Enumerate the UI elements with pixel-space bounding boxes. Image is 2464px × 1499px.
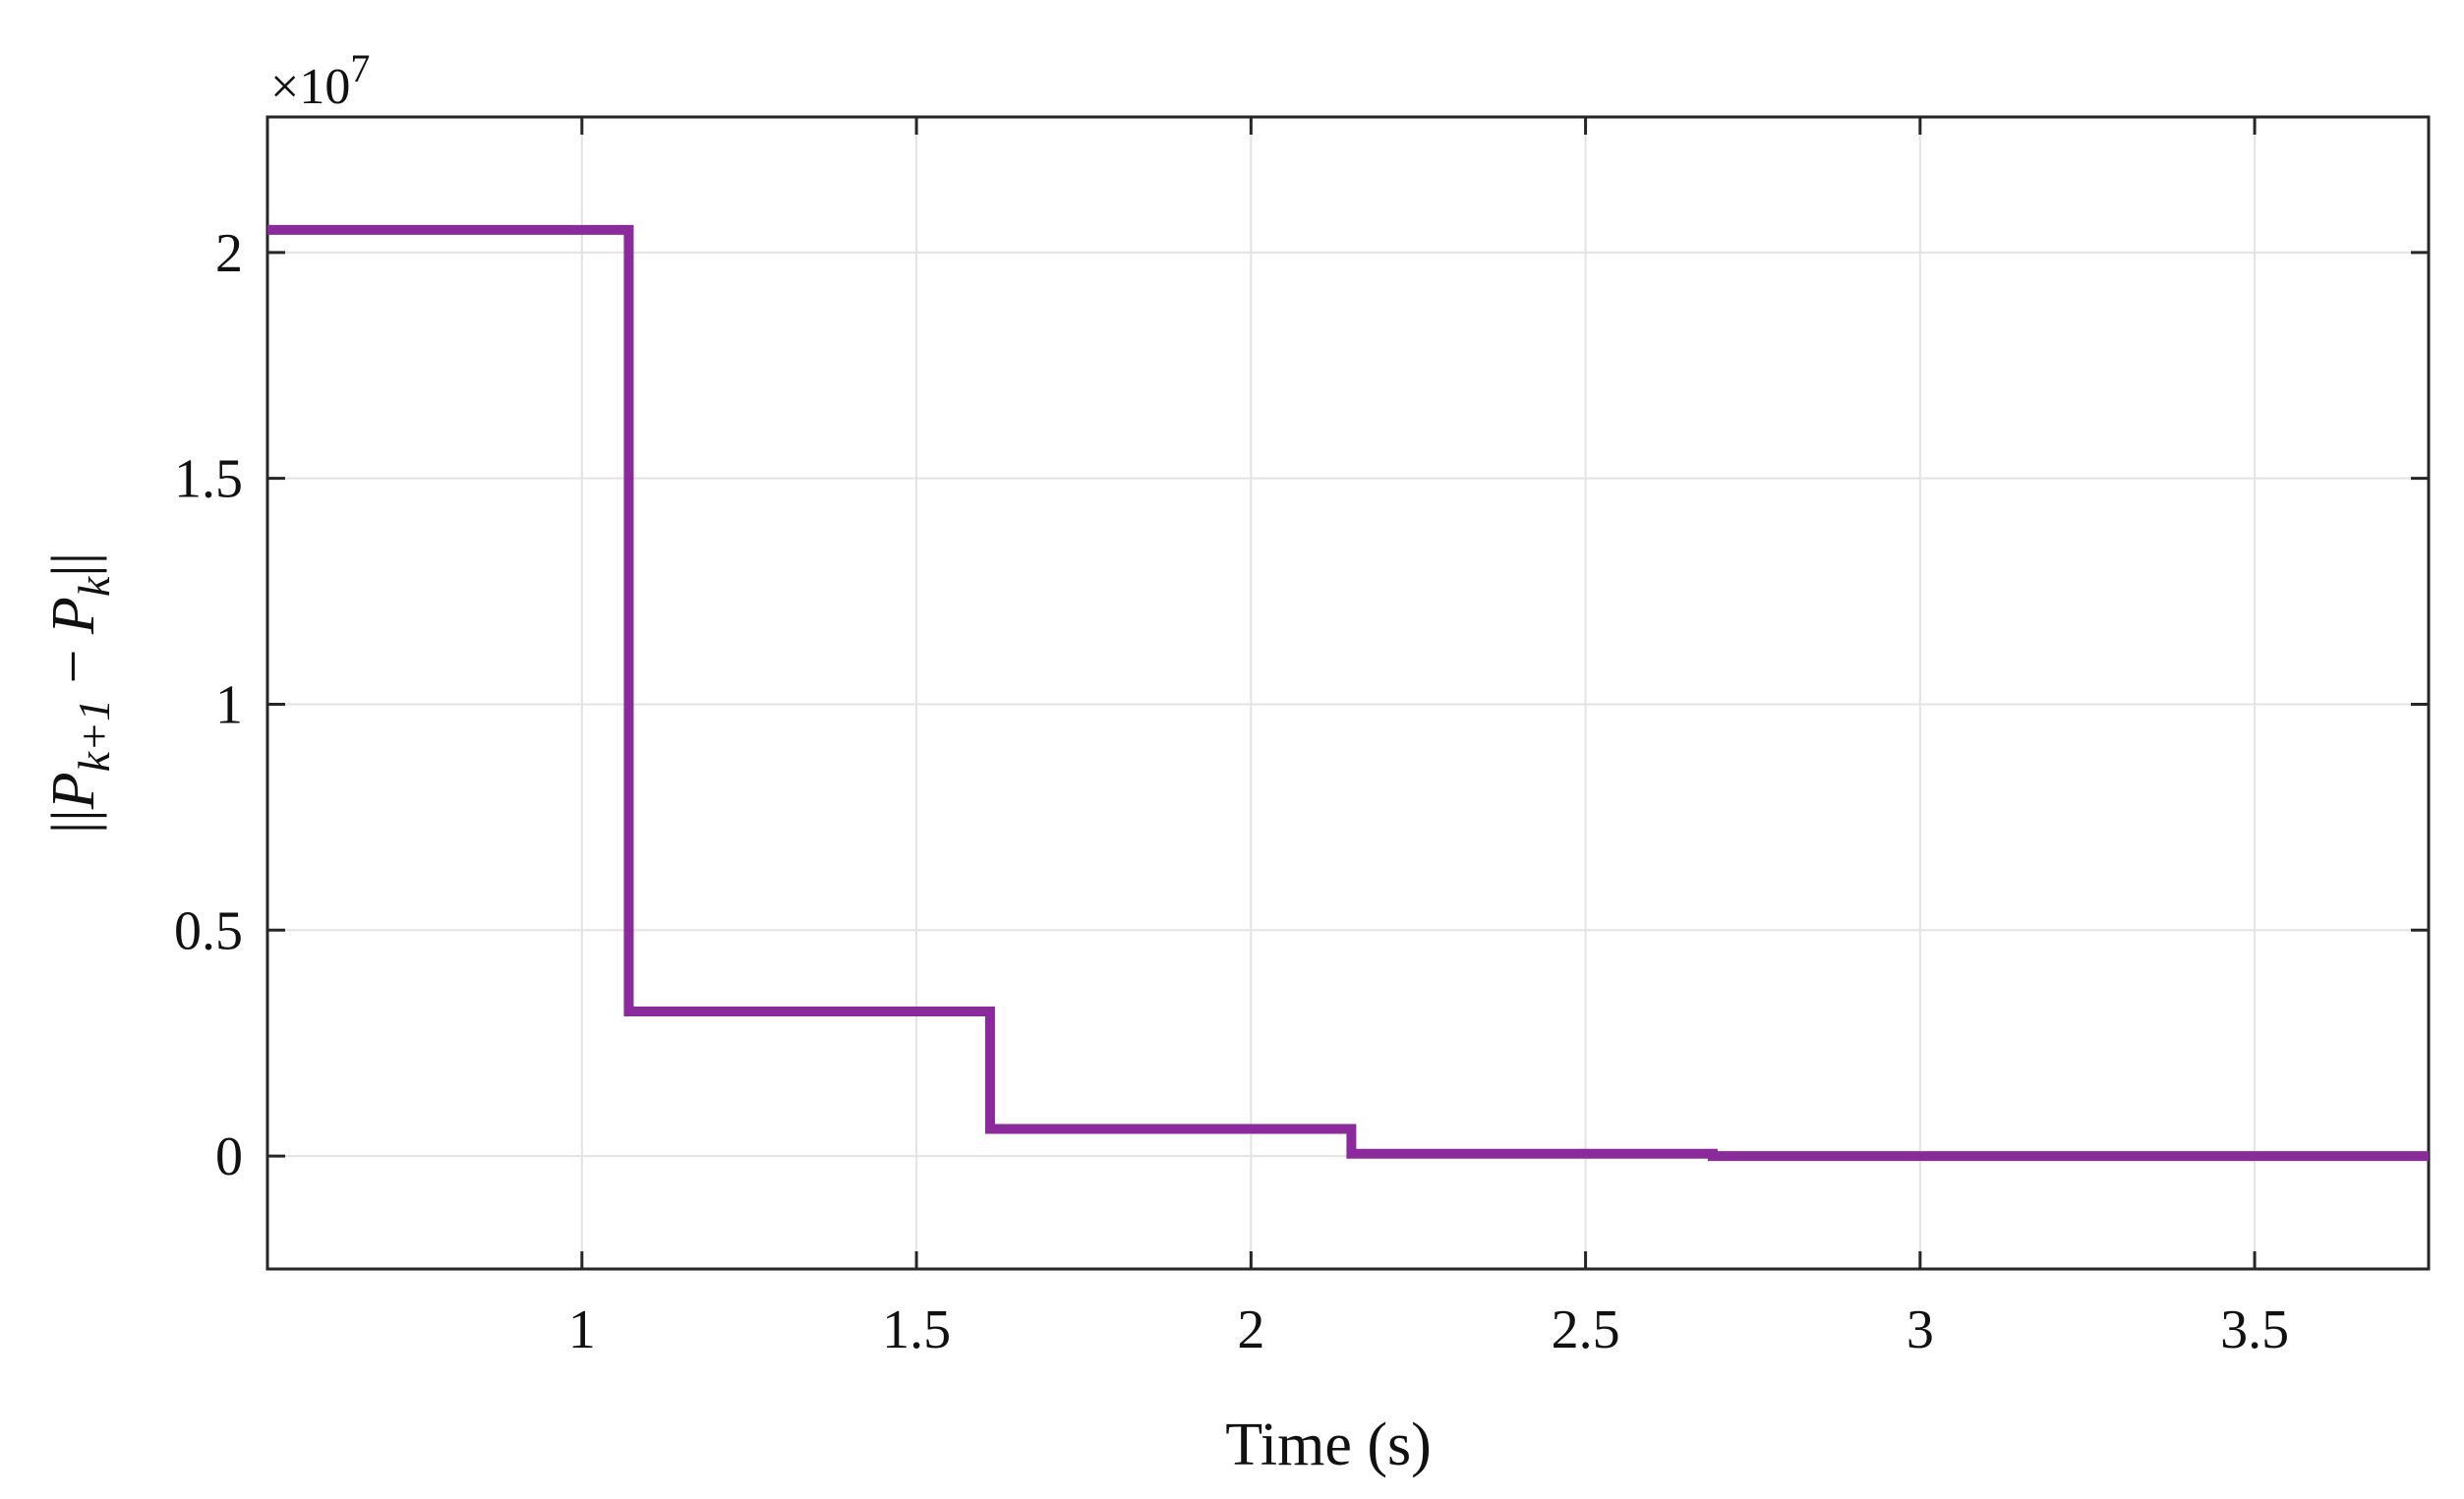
y-tick-label: 0 (215, 1126, 243, 1187)
y-exponent-label: ×107 (270, 46, 370, 115)
x-tick-label: 2 (1237, 1299, 1264, 1360)
y-label-sym2: P (40, 597, 107, 635)
y-exponent-base: ×10 (270, 59, 350, 115)
y-tick-label: 1.5 (174, 449, 243, 510)
x-tick-label: 2.5 (1552, 1299, 1620, 1360)
y-label-sym1: P (40, 772, 107, 810)
x-tick-labels: 1 1.5 2 2.5 3 3.5 (568, 1299, 2289, 1360)
y-tick-label: 1 (215, 674, 243, 735)
x-axis-label: Time (s) (1225, 1412, 1432, 1478)
x-tick-label: 3.5 (2220, 1299, 2289, 1360)
series-line (267, 224, 2429, 1162)
y-label-sub2: k (69, 575, 119, 597)
y-label-open: || (40, 809, 107, 834)
y-label-close: || (40, 552, 107, 577)
y-axis-label: ||Pk+1 − Pk|| (40, 552, 119, 834)
y-tick-label: 0.5 (174, 900, 243, 961)
x-tick-label: 1 (568, 1299, 596, 1360)
plot-area-frame (265, 115, 2431, 1271)
y-tick-label: 2 (215, 223, 243, 284)
y-label-minus: − (40, 634, 107, 699)
y-label-sub1: k+1 (69, 699, 119, 772)
x-tick-label: 1.5 (882, 1299, 951, 1360)
y-tick-labels: 0 0.5 1 1.5 2 (174, 223, 243, 1187)
ticks-layer (267, 117, 2429, 1269)
x-tick-label: 3 (1907, 1299, 1934, 1360)
y-exponent-power: 7 (350, 46, 370, 90)
grid-layer (267, 117, 2429, 1269)
